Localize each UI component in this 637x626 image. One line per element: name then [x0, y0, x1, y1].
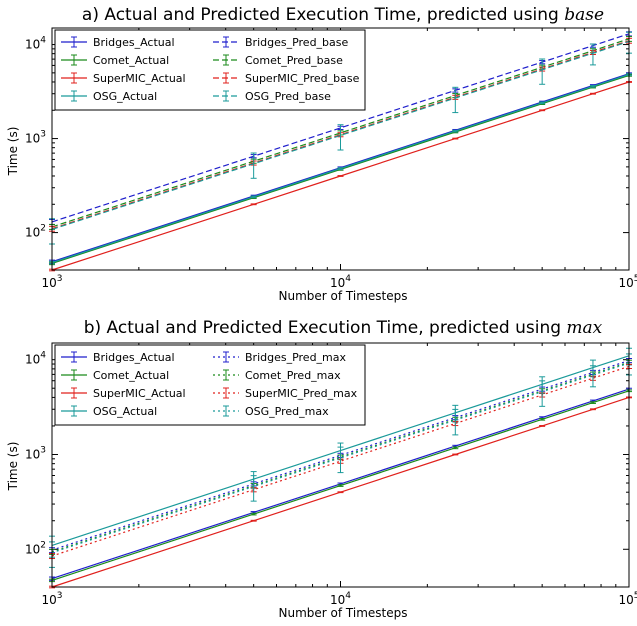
legend-box	[54, 29, 366, 111]
x-axis-label-b: Number of Timesteps	[279, 606, 408, 620]
legend-label: Comet_Actual	[93, 369, 169, 382]
chart-title-a: a) Actual and Predicted Execution Time, …	[82, 5, 604, 25]
legend-label: Bridges_Actual	[93, 36, 175, 49]
plot-frame	[51, 27, 630, 271]
x-tick-label: 103	[41, 591, 62, 607]
y-tick-label: 104	[25, 351, 46, 367]
x-tick-label: 104	[330, 591, 351, 607]
plot-area-b: 103 104 105 102 103 104 Bridges_Actual Comet_Ac…	[25, 342, 637, 607]
y-tick-label: 103	[25, 445, 46, 461]
legend-label: OSG_Actual	[93, 90, 157, 103]
y-tick-label: 102	[25, 224, 46, 240]
x-tick-label: 105	[618, 591, 637, 607]
x-tick-label: 104	[330, 274, 351, 290]
legend-label: Bridges_Pred_base	[245, 36, 349, 49]
legend: Bridges_Actual Comet_Actual SuperMIC_Actua…	[54, 29, 366, 111]
x-tick-label: 103	[41, 274, 62, 290]
legend-label: Bridges_Actual	[93, 351, 175, 364]
plot-area-a: 103 104 105 102 103 104 Bridges_Actual Comet_Ac…	[25, 27, 637, 290]
x-tick-label: 105	[618, 274, 637, 290]
plot-frame	[51, 342, 630, 588]
chart-title-b: b) Actual and Predicted Execution Time, …	[84, 318, 603, 338]
legend-label: SuperMIC_Pred_max	[245, 387, 358, 400]
y-tick-label: 103	[25, 130, 46, 146]
legend-box	[54, 344, 366, 426]
legend-label: Bridges_Pred_max	[245, 351, 347, 364]
legend-label: Comet_Actual	[93, 54, 169, 67]
y-tick-label: 102	[25, 540, 46, 556]
legend: Bridges_Actual Comet_Actual SuperMIC_Actua…	[54, 344, 366, 426]
legend-label: SuperMIC_Actual	[93, 387, 186, 400]
legend-label: OSG_Pred_base	[245, 90, 331, 103]
chart-panel-a: a) Actual and Predicted Execution Time, …	[6, 5, 637, 303]
x-axis-label-a: Number of Timesteps	[279, 289, 408, 303]
chart-panel-b: b) Actual and Predicted Execution Time, …	[6, 318, 637, 620]
legend-label: SuperMIC_Pred_base	[245, 72, 360, 85]
y-tick-label: 104	[25, 36, 46, 52]
y-axis-label-b: Time (s)	[6, 442, 20, 492]
legend-label: Comet_Pred_base	[245, 54, 343, 67]
legend-label: OSG_Actual	[93, 405, 157, 418]
legend-label: Comet_Pred_max	[245, 369, 341, 382]
y-axis-label-a: Time (s)	[6, 127, 20, 177]
legend-label: OSG_Pred_max	[245, 405, 329, 418]
legend-label: SuperMIC_Actual	[93, 72, 186, 85]
